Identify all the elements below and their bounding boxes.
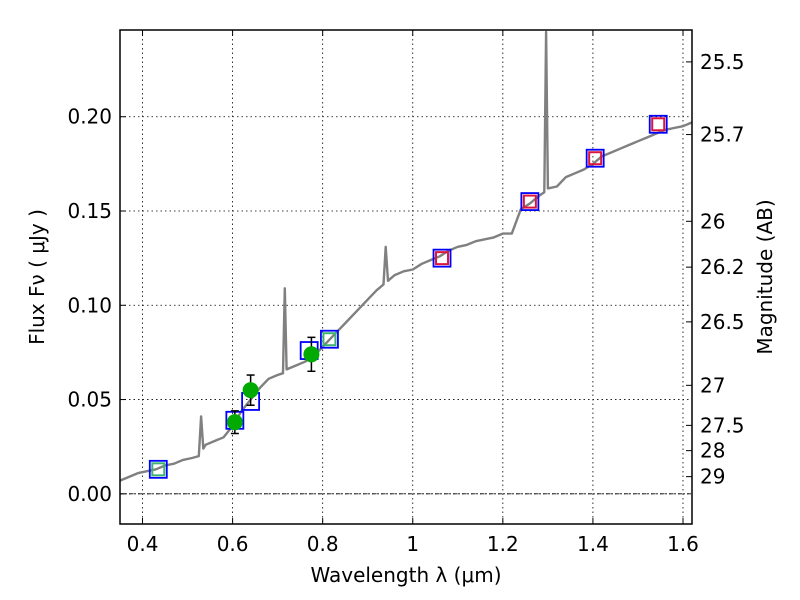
y-tick-label: 0.15 xyxy=(67,199,112,223)
series-layer xyxy=(120,30,692,482)
y-tick-label: 0.20 xyxy=(67,105,112,129)
model-box xyxy=(148,459,168,479)
x-tick-label: 1.4 xyxy=(577,532,609,556)
model-box xyxy=(648,114,668,134)
model-box xyxy=(520,192,540,211)
right-tick-label: 25.5 xyxy=(700,50,745,74)
right-tick-label: 26.2 xyxy=(700,255,745,279)
marker-layer xyxy=(148,114,668,479)
model-box-inner-red xyxy=(651,117,666,132)
x-tick-label: 0.8 xyxy=(307,532,339,556)
model-box-inner-red xyxy=(435,251,450,266)
y-tick-label: 0.10 xyxy=(67,293,112,317)
model-box-inner-red xyxy=(588,151,603,166)
right-tick-label: 29 xyxy=(700,465,725,489)
spectrum-line xyxy=(120,30,692,482)
plot-frame xyxy=(119,29,693,525)
y-tick-label: 0.00 xyxy=(67,482,112,506)
right-tick-label: 27 xyxy=(700,373,725,397)
x-axis-label: Wavelength λ (μm) xyxy=(310,563,501,587)
y-tick-label: 0.05 xyxy=(67,388,112,412)
x-tick-label: 1.2 xyxy=(487,532,519,556)
x-tick-label: 0.4 xyxy=(127,532,159,556)
right-tick-label: 26 xyxy=(700,209,725,233)
observed-point xyxy=(242,382,259,399)
model-box xyxy=(585,148,605,168)
x-tick-label: 1 xyxy=(406,532,419,556)
model-box-inner-green xyxy=(151,462,166,477)
tick-layer: 0.4 0.6 0.8 1 1.2 1.4 1.6 0.00 0.05 0.10 0.15 0.20 2… xyxy=(67,30,745,556)
right-tick-label: 28 xyxy=(700,439,725,463)
right-tick-label: 25.7 xyxy=(700,123,745,147)
grid-layer xyxy=(120,30,692,524)
x-tick-label: 0.6 xyxy=(217,532,249,556)
observed-point xyxy=(303,346,320,363)
observed-point xyxy=(226,414,243,431)
model-box-inner-green xyxy=(322,332,337,347)
y-axis-label-left: Flux Fν ( μJy ) xyxy=(25,209,49,345)
x-tick-label: 1.6 xyxy=(667,532,699,556)
right-tick-label: 27.5 xyxy=(700,413,745,437)
y-axis-label-right: Magnitude (AB) xyxy=(753,199,777,354)
right-tick-label: 26.5 xyxy=(700,310,745,334)
model-box xyxy=(320,329,339,349)
model-box xyxy=(432,248,452,268)
model-box-inner-red xyxy=(522,194,537,209)
